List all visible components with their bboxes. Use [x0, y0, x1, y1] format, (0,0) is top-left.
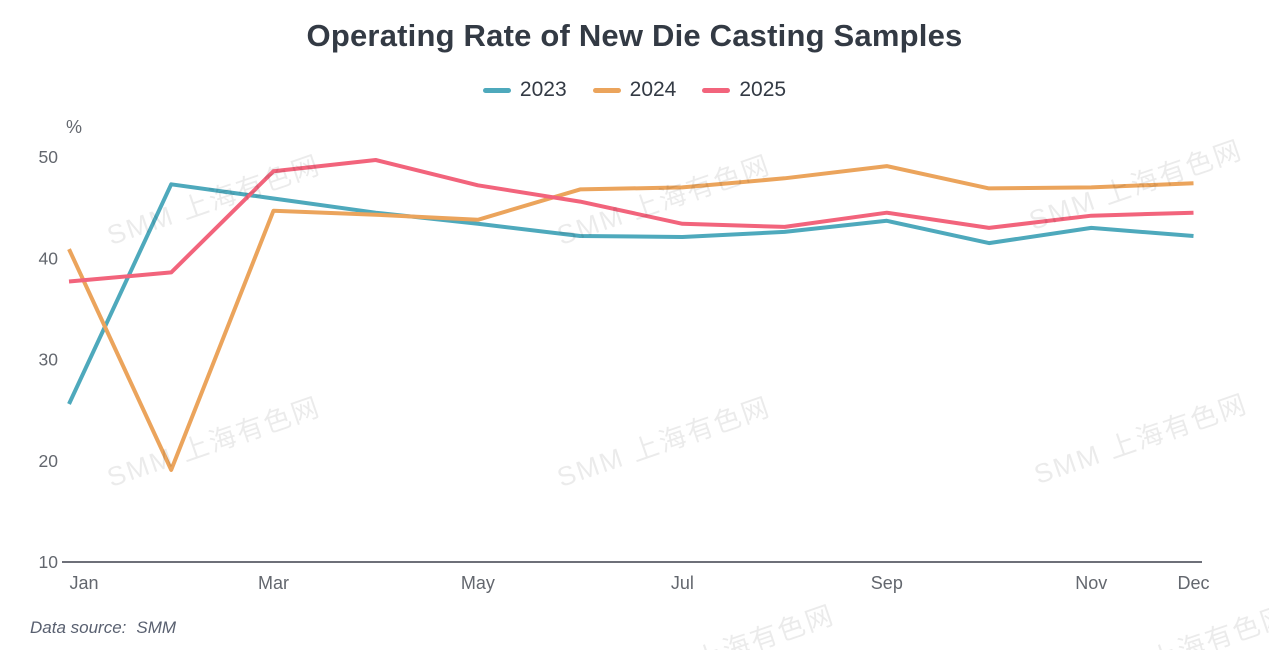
legend-line-icon: [702, 87, 731, 93]
series-line-2024: [67, 164, 1194, 472]
data-source-value: SMM: [136, 618, 177, 637]
y-axis-tick-label: 10: [39, 552, 59, 572]
legend: 2023 2024 2025: [0, 78, 1269, 102]
y-axis-tick-label: 40: [39, 248, 59, 268]
y-axis-tick-label: 30: [39, 350, 59, 370]
y-axis-tick-label: 50: [39, 147, 59, 167]
legend-item-2023[interactable]: 2023: [482, 78, 567, 102]
x-axis-tick-label-jul: Jul: [671, 573, 694, 593]
x-axis-tick-label-mar: Mar: [258, 573, 289, 593]
y-axis-unit-label: %: [66, 117, 83, 137]
legend-label: 2025: [739, 78, 787, 101]
series-line-2023: [67, 182, 1194, 405]
legend-line-icon: [482, 87, 511, 93]
y-axis-tick-label: 20: [39, 451, 59, 471]
chart-title: Operating Rate of New Die Casting Sample…: [306, 18, 963, 53]
legend-line-icon: [592, 87, 621, 93]
data-source-label: Data source:: [30, 618, 127, 637]
x-axis-tick-label-jan: Jan: [69, 573, 98, 593]
data-source: Data source: SMM: [30, 618, 176, 638]
x-axis-tick-label-sep: Sep: [871, 573, 903, 593]
series-line-2025: [68, 158, 1194, 284]
x-axis-tick-label-may: May: [461, 573, 495, 593]
legend-item-2024[interactable]: 2024: [592, 78, 677, 102]
legend-label: 2023: [519, 78, 567, 101]
legend-label: 2024: [629, 78, 677, 101]
x-axis-tick-label-nov: Nov: [1075, 573, 1107, 593]
x-axis-tick-label-dec: Dec: [1177, 573, 1209, 593]
legend-item-2025[interactable]: 2025: [702, 78, 786, 102]
